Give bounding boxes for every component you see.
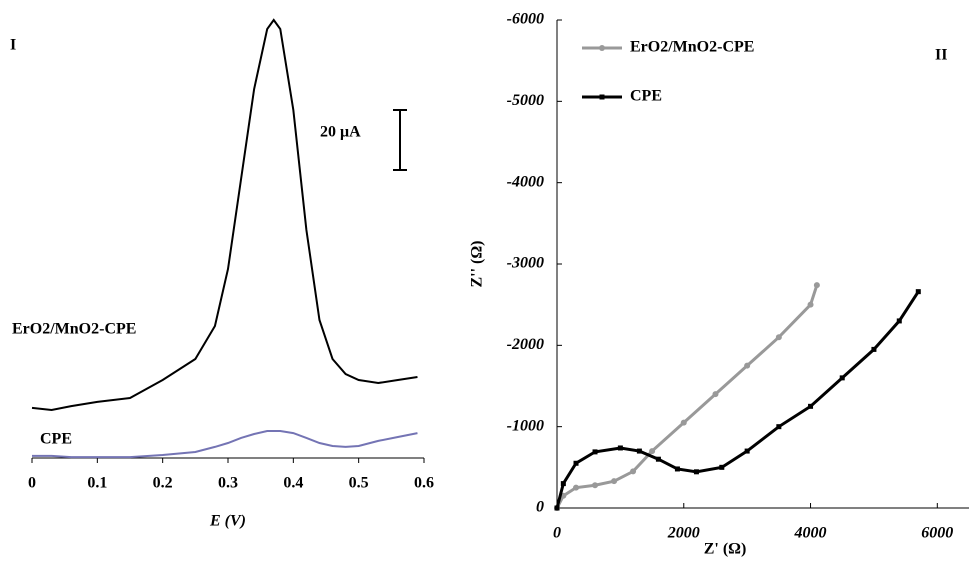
marker: [592, 449, 598, 455]
marker: [807, 301, 814, 308]
marker: [808, 403, 814, 409]
marker: [744, 362, 751, 369]
marker: [599, 94, 605, 100]
y-tick-label: -5000: [507, 92, 544, 109]
x-axis-label: E (V): [209, 513, 246, 530]
legend-label: CPE: [630, 88, 662, 105]
legend-label: ErO2/MnO2-CPE: [630, 39, 754, 56]
x-tick-label: 6000: [921, 525, 953, 542]
marker: [649, 448, 656, 455]
x-tick-label: 0.1: [87, 475, 107, 492]
marker: [744, 448, 750, 454]
marker: [915, 289, 921, 295]
x-axis-label: Z' (Ω): [704, 541, 747, 558]
marker: [813, 282, 820, 289]
marker: [630, 468, 637, 475]
series-label: ErO2/MnO2-CPE: [12, 321, 136, 338]
marker: [599, 45, 605, 51]
y-tick-label: -2000: [507, 336, 544, 353]
marker: [719, 464, 725, 470]
series-line: [555, 284, 819, 509]
marker: [560, 481, 566, 487]
marker: [655, 456, 661, 462]
marker: [896, 318, 902, 324]
marker: [871, 346, 877, 352]
series-line: [32, 430, 418, 459]
marker: [611, 478, 618, 485]
y-tick-label: -3000: [507, 255, 544, 272]
marker: [592, 482, 599, 489]
x-tick-label: 4000: [794, 525, 827, 542]
scale-bar-label: 20 μA: [320, 124, 361, 141]
marker: [775, 334, 782, 341]
marker: [573, 484, 580, 491]
x-tick-label: 0: [553, 525, 561, 542]
series-line: [555, 290, 920, 509]
x-tick-label: 0.2: [153, 475, 173, 492]
panel-label: I: [10, 37, 16, 54]
y-tick-label: 0: [536, 499, 544, 516]
x-tick-label: 0.6: [414, 475, 434, 492]
x-tick-label: 2000: [667, 525, 700, 542]
y-axis-label: Z'' (Ω): [469, 240, 486, 287]
marker: [712, 391, 719, 398]
marker: [573, 460, 579, 466]
y-tick-label: -1000: [507, 417, 544, 434]
marker: [617, 445, 623, 451]
series-label: CPE: [40, 431, 72, 448]
marker: [636, 448, 642, 454]
x-tick-label: 0.3: [218, 475, 238, 492]
x-tick-label: 0: [28, 475, 36, 492]
marker: [776, 424, 782, 430]
marker: [839, 375, 845, 381]
y-tick-label: -4000: [507, 173, 544, 190]
series-line: [31, 18, 418, 412]
y-tick-label: -6000: [507, 11, 544, 28]
x-tick-label: 0.5: [349, 475, 369, 492]
marker: [680, 419, 687, 426]
panel-label: II: [935, 47, 947, 64]
marker: [674, 466, 680, 472]
marker: [554, 505, 560, 511]
x-tick-label: 0.4: [283, 475, 303, 492]
marker: [693, 469, 699, 475]
